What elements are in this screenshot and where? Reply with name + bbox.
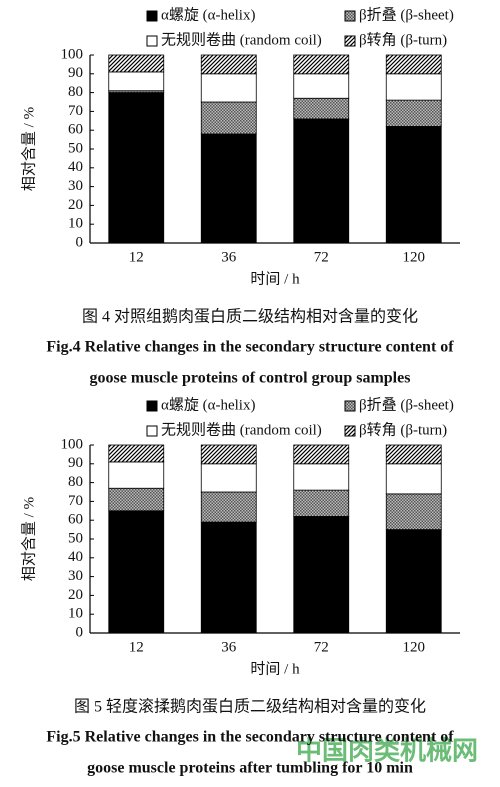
bar-segment [108,510,165,634]
y-tick-label: 60 [68,122,83,138]
bar-segment [293,73,350,99]
bar-segment [108,71,165,92]
x-tick-label: 120 [403,249,426,265]
bar-segment [293,118,350,244]
caption-en: goose muscle proteins after tumbling for… [87,760,413,777]
y-tick-label: 10 [68,216,83,232]
y-tick-label: 80 [68,474,83,490]
legend-swatch [344,400,356,412]
bar-segment [200,133,257,244]
y-tick-label: 80 [68,84,83,100]
caption-en: goose muscle proteins of control group s… [90,370,411,387]
legend-swatch [146,35,158,47]
y-tick-label: 0 [76,234,84,250]
y-tick-label: 20 [68,197,83,213]
y-axis-label: 相对含量 / % [20,107,37,191]
bar-segment [108,54,165,73]
legend-label: 无规则卷曲 (random coil) [161,421,322,438]
bar-segment [200,54,257,75]
y-tick-label: 40 [68,549,83,565]
bar-segment [200,73,257,103]
bar-segment [108,487,165,512]
bar-segment [293,489,350,517]
bar-segment [108,92,165,244]
x-tick-label: 12 [129,639,144,655]
bar-segment [385,493,442,531]
y-tick-label: 70 [68,493,83,509]
y-axis-label: 相对含量 / % [20,497,37,581]
y-tick-label: 50 [68,140,83,156]
bar-segment [200,101,257,135]
y-tick-label: 90 [68,455,83,471]
y-tick-label: 70 [68,103,83,119]
bar-segment [293,444,350,465]
x-axis-label: 时间 / h [250,270,300,287]
watermark: 中国肉类机械网 [296,737,478,767]
y-tick-label: 10 [68,606,83,622]
y-tick-label: 90 [68,65,83,81]
legend-swatch [146,425,158,437]
y-tick-label: 20 [68,587,83,603]
legend-swatch [344,10,356,22]
y-tick-label: 0 [76,624,84,640]
legend-swatch [344,425,356,437]
legend-swatch [344,35,356,47]
y-tick-label: 30 [68,178,83,194]
legend-label: β折叠 (β-sheet) [359,396,454,413]
y-tick-label: 100 [61,46,84,62]
bar-segment [200,521,257,634]
x-axis-label: 时间 / h [250,660,300,677]
caption-en: Fig.5 Relative changes in the secondary … [46,729,454,746]
y-tick-label: 60 [68,512,83,528]
bar-segment [200,491,257,523]
bar-segment [200,444,257,465]
bar-segment [293,97,350,120]
legend-swatch [146,400,158,412]
legend-label: β转角 (β-turn) [359,421,447,438]
bar-segment [385,529,442,634]
y-tick-label: 50 [68,530,83,546]
bar-segment [385,99,442,127]
bar-segment [200,463,257,493]
bar-segment [108,461,165,489]
legend-label: α螺旋 (α-helix) [161,396,255,413]
x-tick-label: 12 [129,249,144,265]
caption-cn: 图 5 轻度滚揉鹅肉蛋白质二级结构相对含量的变化 [74,698,426,716]
caption-cn: 图 4 对照组鹅肉蛋白质二级结构相对含量的变化 [82,308,418,326]
legend-label: β转角 (β-turn) [359,31,447,48]
x-tick-label: 120 [403,639,426,655]
bar-segment [385,54,442,75]
legend-label: 无规则卷曲 (random coil) [161,31,322,48]
x-tick-label: 72 [314,249,329,265]
bar-segment [385,463,442,495]
bar-segment [385,73,442,101]
bar-segment [293,463,350,491]
bar-segment [293,516,350,634]
caption-en: Fig.4 Relative changes in the secondary … [46,339,454,356]
y-tick-label: 30 [68,568,83,584]
bar-segment [385,126,442,244]
y-tick-label: 100 [61,436,84,452]
legend-label: α螺旋 (α-helix) [161,6,255,23]
bar-segment [108,444,165,463]
x-tick-label: 72 [314,639,329,655]
legend-label: β折叠 (β-sheet) [359,6,454,23]
bar-segment [385,444,442,465]
x-tick-label: 36 [221,639,237,655]
x-tick-label: 36 [221,249,237,265]
bar-segment [293,54,350,75]
legend-swatch [146,10,158,22]
y-tick-label: 40 [68,159,83,175]
